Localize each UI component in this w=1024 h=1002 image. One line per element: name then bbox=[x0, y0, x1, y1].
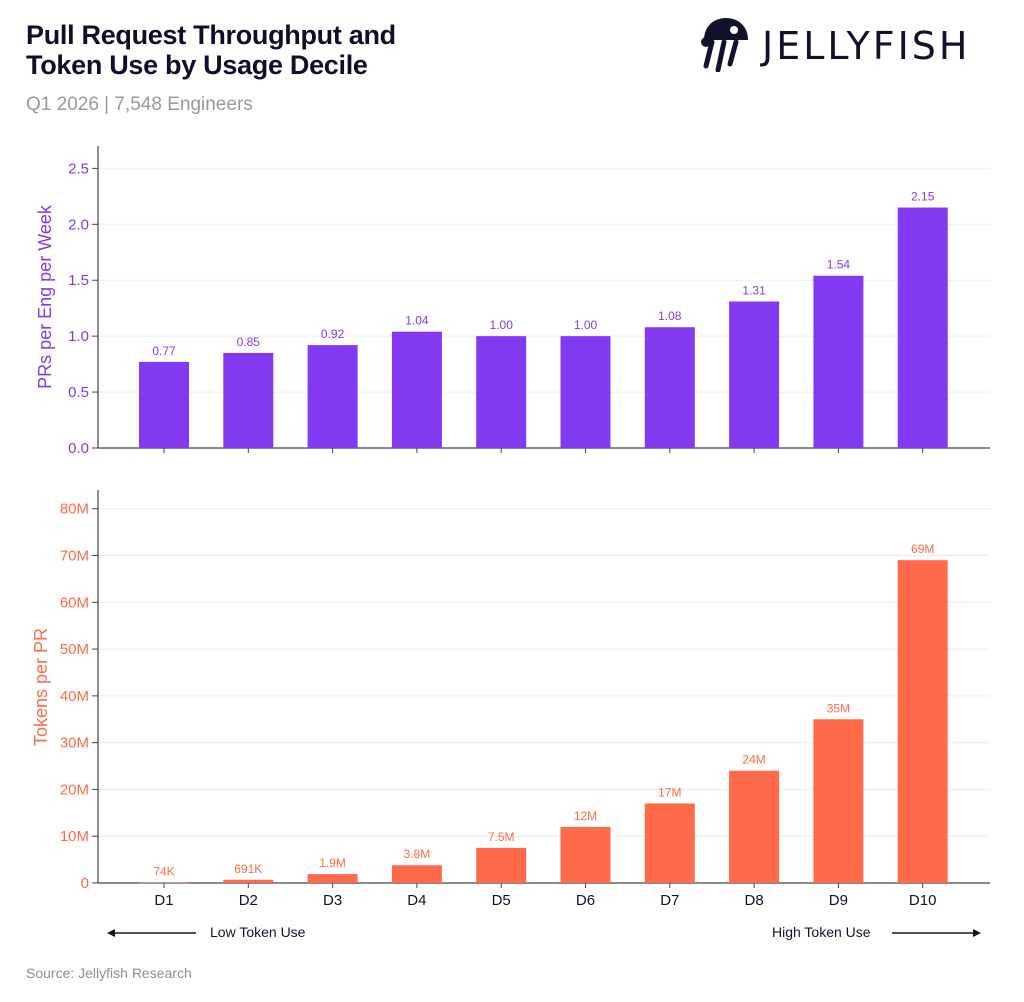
throughput-data-label: 1.08 bbox=[658, 309, 682, 323]
tokens-data-label: 74K bbox=[153, 865, 174, 879]
throughput-data-label: 0.77 bbox=[152, 344, 176, 358]
throughput-y-tick-label: 2.5 bbox=[68, 160, 89, 177]
x-tick-label: D8 bbox=[745, 892, 764, 909]
tokens-y-tick-label: 40M bbox=[60, 688, 89, 705]
tokens-data-label: 1.9M bbox=[319, 856, 346, 870]
x-tick-label: D6 bbox=[576, 892, 595, 909]
throughput-data-label: 0.85 bbox=[237, 335, 261, 349]
tokens-y-tick-label: 70M bbox=[60, 548, 89, 565]
throughput-bar bbox=[897, 207, 948, 448]
x-tick-label: D1 bbox=[154, 892, 173, 909]
tokens-data-label: 3.8M bbox=[404, 847, 431, 861]
throughput-data-label: 2.15 bbox=[911, 190, 935, 204]
tokens-y-tick-label: 10M bbox=[60, 828, 89, 845]
tokens-bar bbox=[139, 882, 189, 884]
jellyfish-icon bbox=[701, 18, 748, 72]
throughput-bar bbox=[729, 301, 780, 448]
tokens-y-tick-label: 60M bbox=[60, 594, 89, 611]
throughput-data-label: 0.92 bbox=[321, 327, 345, 341]
jellyfish-logo: JELLYFISH bbox=[700, 16, 1010, 72]
throughput-data-label: 1.00 bbox=[490, 318, 514, 332]
x-tick-label: D2 bbox=[239, 892, 258, 909]
chart-title-line-2: Token Use by Usage Decile bbox=[26, 50, 368, 80]
chart-subtitle: Q1 2026 | 7,548 Engineers bbox=[26, 94, 253, 115]
tokens-bar bbox=[560, 826, 611, 883]
chart-title-line-1: Pull Request Throughput and bbox=[26, 20, 396, 50]
throughput-y-tick-label: 2.0 bbox=[68, 216, 89, 233]
tokens-data-label: 35M bbox=[827, 701, 850, 715]
throughput-bar bbox=[391, 331, 442, 448]
x-tick-label: D3 bbox=[323, 892, 342, 909]
tokens-y-tick-label: 80M bbox=[60, 501, 89, 518]
throughput-data-label: 1.04 bbox=[405, 314, 429, 328]
tokens-data-label: 17M bbox=[658, 785, 681, 799]
tokens-data-label: 24M bbox=[742, 753, 765, 767]
high-token-use-label: High Token Use bbox=[772, 924, 871, 940]
tokens-data-label: 12M bbox=[574, 809, 597, 823]
tokens-y-tick-label: 50M bbox=[60, 641, 89, 658]
tokens-bar bbox=[729, 770, 780, 883]
source-note: Source: Jellyfish Research bbox=[26, 965, 192, 981]
throughput-bar bbox=[307, 345, 358, 448]
x-tick-label: D9 bbox=[829, 892, 848, 909]
x-tick-label: D5 bbox=[492, 892, 511, 909]
throughput-bar bbox=[139, 361, 189, 448]
tokens-bar bbox=[307, 874, 358, 883]
tokens-data-label: 691K bbox=[234, 862, 262, 876]
tokens-bar bbox=[644, 803, 695, 883]
tokens-y-tick-label: 30M bbox=[60, 735, 89, 752]
x-tick-label: D7 bbox=[660, 892, 679, 909]
right-arrow-icon bbox=[892, 929, 981, 937]
throughput-bar bbox=[223, 352, 274, 448]
x-tick-label: D4 bbox=[407, 892, 426, 909]
decile-charts: 0.0 0.5 1.0 1.5 2.0 2.5 PRs per Eng per Week 0.… bbox=[31, 146, 990, 909]
throughput-data-label: 1.54 bbox=[827, 258, 851, 272]
x-tick-label: D10 bbox=[909, 892, 937, 909]
tokens-y-axis-label: Tokens per PR bbox=[31, 628, 51, 746]
throughput-y-tick-label: 0.5 bbox=[68, 384, 89, 401]
throughput-data-label: 1.00 bbox=[574, 318, 598, 332]
throughput-data-label: 1.31 bbox=[742, 283, 766, 297]
tokens-data-label: 69M bbox=[911, 542, 934, 556]
throughput-bar bbox=[644, 327, 695, 448]
throughput-y-tick-label: 0.0 bbox=[68, 440, 89, 457]
tokens-bar bbox=[476, 847, 527, 883]
tokens-bar bbox=[897, 560, 948, 883]
throughput-bar bbox=[476, 336, 527, 448]
left-arrow-icon bbox=[107, 929, 196, 937]
throughput-bar bbox=[813, 275, 864, 448]
throughput-y-tick-label: 1.0 bbox=[68, 328, 89, 345]
throughput-y-axis-label: PRs per Eng per Week bbox=[35, 204, 55, 389]
tokens-bar bbox=[391, 865, 442, 883]
throughput-y-tick-label: 1.5 bbox=[68, 272, 89, 289]
tokens-bar bbox=[223, 879, 274, 883]
tokens-bar bbox=[813, 719, 864, 883]
throughput-bar bbox=[560, 336, 611, 448]
low-token-use-label: Low Token Use bbox=[210, 924, 306, 940]
logo-wordmark: JELLYFISH bbox=[762, 24, 971, 68]
chart-title: Pull Request Throughput and Token Use by… bbox=[26, 20, 396, 80]
tokens-y-tick-label: 20M bbox=[60, 781, 89, 798]
tokens-data-label: 7.5M bbox=[488, 830, 515, 844]
tokens-y-tick-label: 0 bbox=[81, 875, 89, 892]
